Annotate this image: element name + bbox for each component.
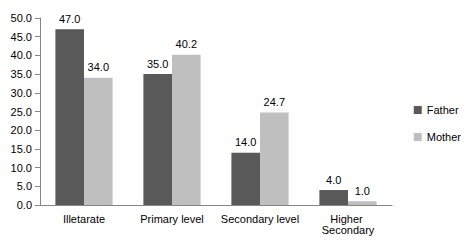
svg-text:Father: Father [427, 104, 459, 116]
svg-text:40.0: 40.0 [11, 49, 32, 61]
svg-text:35.0: 35.0 [11, 68, 32, 80]
svg-text:Primary level: Primary level [140, 213, 204, 225]
svg-text:4.0: 4.0 [326, 174, 341, 186]
svg-text:40.2: 40.2 [176, 38, 197, 50]
svg-text:45.0: 45.0 [11, 31, 32, 43]
svg-text:0.0: 0.0 [17, 199, 32, 211]
svg-text:10.0: 10.0 [11, 162, 32, 174]
svg-text:1.0: 1.0 [355, 185, 370, 197]
svg-text:20.0: 20.0 [11, 124, 32, 136]
svg-text:30.0: 30.0 [11, 87, 32, 99]
svg-text:24.7: 24.7 [264, 96, 285, 108]
svg-text:50.0: 50.0 [11, 12, 32, 24]
svg-text:15.0: 15.0 [11, 143, 32, 155]
svg-text:35.0: 35.0 [147, 58, 168, 70]
svg-text:Mother: Mother [427, 131, 462, 143]
svg-text:34.0: 34.0 [88, 61, 109, 73]
svg-text:Secondary level: Secondary level [221, 213, 299, 225]
svg-text:25.0: 25.0 [11, 106, 32, 118]
svg-text:14.0: 14.0 [235, 136, 256, 148]
svg-text:Secondary: Secondary [322, 224, 375, 236]
svg-text:Higher: Higher [330, 212, 366, 225]
svg-text:5.0: 5.0 [17, 180, 32, 192]
svg-text:47.0: 47.0 [59, 13, 80, 25]
svg-text:Illetarate: Illetarate [63, 213, 105, 225]
